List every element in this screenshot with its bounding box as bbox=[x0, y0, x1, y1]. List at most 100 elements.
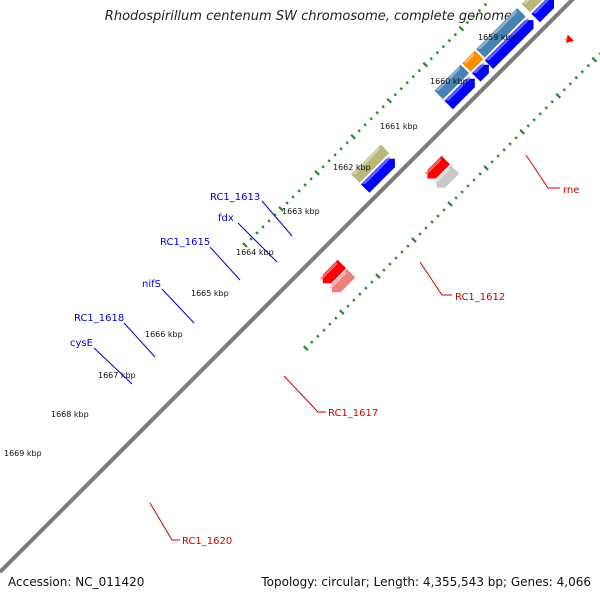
gene-label: RC1_1617 bbox=[328, 408, 378, 419]
gene-label: RC1_1612 bbox=[455, 292, 505, 303]
tick-mark bbox=[394, 256, 398, 260]
tick-mark bbox=[345, 141, 349, 145]
gene-cysE[interactable] bbox=[434, 64, 470, 100]
gene-label: nifS bbox=[142, 279, 161, 290]
tick-mark bbox=[568, 82, 572, 86]
kbp-label: 1668 kbp bbox=[51, 410, 89, 419]
kbp-label: 1669 kbp bbox=[4, 449, 42, 458]
tick-mark bbox=[411, 237, 417, 243]
tick-marks bbox=[242, 0, 600, 352]
tick-mark bbox=[242, 242, 248, 248]
tick-mark bbox=[483, 2, 488, 7]
tick-mark bbox=[334, 316, 338, 320]
tick-mark bbox=[321, 165, 325, 169]
tick-mark bbox=[255, 231, 259, 235]
tick-mark bbox=[411, 74, 415, 79]
tick-mark bbox=[502, 148, 506, 152]
kbp-label: 1662 kbp bbox=[333, 163, 371, 172]
tick-mark bbox=[544, 106, 548, 110]
tick-mark bbox=[333, 153, 337, 157]
tick-mark bbox=[435, 50, 440, 55]
tick-mark bbox=[278, 206, 284, 212]
tick-mark bbox=[508, 142, 512, 146]
tick-mark bbox=[406, 244, 410, 248]
tick-mark bbox=[490, 160, 494, 164]
tick-mark bbox=[417, 68, 421, 73]
tick-mark bbox=[285, 201, 289, 205]
tick-mark bbox=[483, 165, 489, 171]
tick-mark bbox=[514, 136, 518, 140]
gene-rc1-1615[interactable] bbox=[521, 0, 543, 13]
leader-line bbox=[525, 154, 560, 189]
tick-mark bbox=[327, 159, 331, 163]
tick-mark bbox=[399, 87, 403, 91]
tick-mark bbox=[316, 334, 320, 338]
kbp-label: 1660 kbp bbox=[430, 77, 468, 86]
leader-line bbox=[123, 322, 156, 358]
kbp-label: 1659 kbp bbox=[478, 33, 516, 42]
gene-rc1-1620-cds[interactable] bbox=[433, 165, 460, 188]
gene-nifS[interactable] bbox=[476, 8, 526, 58]
tick-mark bbox=[267, 219, 271, 223]
leader-line bbox=[283, 375, 326, 413]
tick-mark bbox=[586, 64, 590, 68]
gene-left-edge-cds[interactable] bbox=[328, 269, 356, 293]
tick-mark bbox=[526, 124, 530, 128]
gene-left-upper-cds[interactable] bbox=[361, 156, 395, 193]
kbp-label: 1665 kbp bbox=[191, 289, 229, 298]
tick-mark bbox=[453, 32, 458, 37]
tick-mark bbox=[471, 14, 476, 19]
gene-rc1-1620[interactable] bbox=[424, 155, 450, 179]
tick-mark bbox=[532, 118, 536, 122]
tick-mark bbox=[297, 189, 301, 193]
tick-mark bbox=[388, 262, 392, 266]
tick-mark bbox=[496, 154, 500, 158]
leader-line bbox=[209, 246, 241, 281]
tick-mark bbox=[249, 237, 253, 241]
gene-label: rne bbox=[563, 185, 579, 196]
tick-mark bbox=[370, 280, 374, 284]
tick-mark bbox=[447, 201, 453, 207]
tick-mark bbox=[369, 117, 373, 121]
gene-rc1-1618-cds[interactable] bbox=[472, 62, 489, 82]
gene-left-upper[interactable] bbox=[351, 144, 390, 183]
gene-rc1-1618[interactable] bbox=[462, 50, 484, 72]
tick-mark bbox=[422, 61, 429, 68]
tick-mark bbox=[352, 298, 356, 302]
gene-left-edge[interactable] bbox=[319, 259, 347, 284]
tick-mark bbox=[405, 81, 409, 85]
leader-line bbox=[93, 347, 133, 385]
tick-mark bbox=[339, 309, 345, 315]
leader-line bbox=[161, 288, 195, 324]
tick-mark bbox=[357, 129, 361, 133]
tick-mark bbox=[460, 190, 464, 194]
tick-mark bbox=[358, 292, 362, 296]
tick-mark bbox=[430, 220, 434, 224]
tick-mark bbox=[562, 88, 566, 92]
gene-label: cysE bbox=[70, 338, 93, 349]
tick-mark bbox=[382, 268, 386, 272]
kbp-label: 1666 kbp bbox=[145, 330, 183, 339]
leader-line bbox=[261, 200, 293, 237]
tick-mark bbox=[350, 134, 356, 140]
tick-mark bbox=[555, 92, 562, 99]
kbp-label: 1667 kbp bbox=[98, 371, 136, 380]
tick-mark bbox=[393, 93, 397, 97]
map-title: Rhodospirillum centenum SW chromosome, c… bbox=[104, 9, 512, 24]
gene-cysE-cds[interactable] bbox=[444, 76, 475, 110]
tick-mark bbox=[454, 196, 458, 200]
tick-mark bbox=[591, 56, 598, 63]
kbp-label: 1664 kbp bbox=[236, 248, 274, 257]
tick-mark bbox=[303, 183, 307, 187]
gene-rc1-1617[interactable] bbox=[564, 35, 574, 43]
gene-nifS-cds[interactable] bbox=[484, 17, 534, 69]
tick-mark bbox=[458, 25, 465, 32]
tick-mark bbox=[519, 129, 525, 135]
features bbox=[319, 0, 574, 293]
label-leaders bbox=[93, 154, 560, 541]
leader-line bbox=[419, 261, 452, 296]
tick-mark bbox=[442, 208, 446, 212]
gene-rc1-1615-cds[interactable] bbox=[531, 0, 554, 23]
kbp-labels: 1659 kbp 1660 kbp 1661 kbp 1662 kbp 1663 kbp… bbox=[4, 33, 516, 458]
